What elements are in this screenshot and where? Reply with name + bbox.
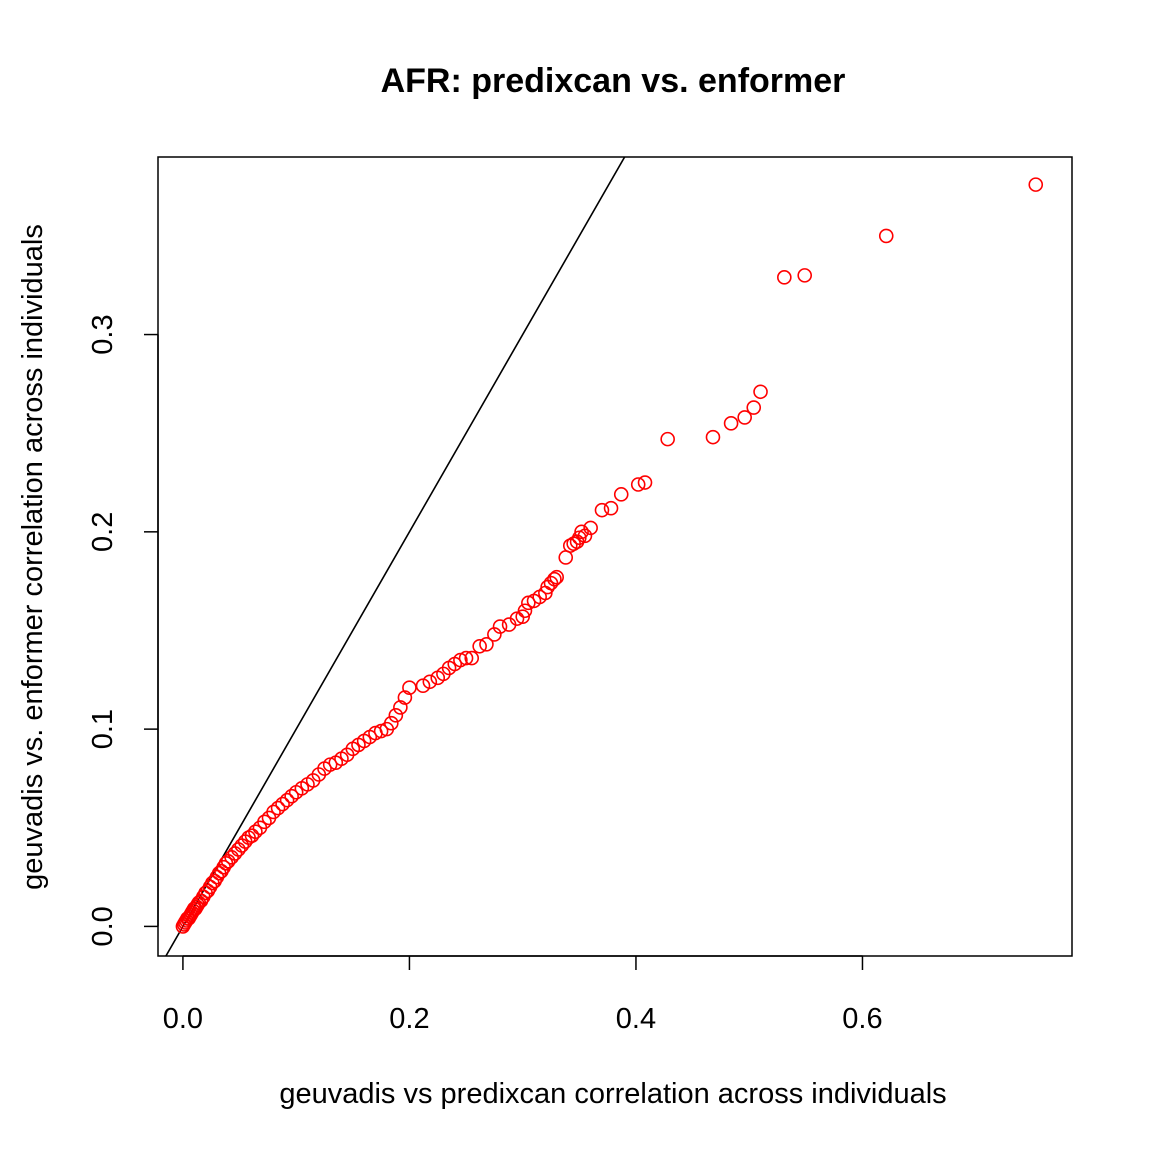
data-point	[705, 429, 721, 445]
data-point	[753, 384, 768, 400]
y-axis-label: geuvadis vs. enformer correlation across…	[17, 224, 49, 890]
data-point	[472, 638, 487, 654]
x-tick-label: 0.6	[842, 1003, 882, 1035]
data-point	[777, 270, 792, 285]
data-point	[1028, 177, 1044, 192]
data-point	[257, 814, 272, 830]
data-point	[397, 690, 413, 705]
data-point	[723, 416, 739, 431]
data-point	[583, 520, 598, 536]
data-point	[630, 477, 646, 492]
data-point	[479, 636, 494, 652]
data-point	[270, 800, 286, 816]
x-tick-label: 0.2	[389, 1003, 429, 1035]
data-point	[547, 571, 562, 587]
data-point	[458, 650, 474, 666]
data-point	[549, 569, 564, 585]
data-point	[574, 524, 589, 540]
data-point	[227, 846, 243, 861]
data-point	[660, 431, 675, 447]
y-axis: 0.0 0.1 0.2 0.3	[87, 314, 159, 947]
data-point	[402, 680, 417, 695]
identity-reference-line	[165, 157, 626, 956]
data-point	[746, 400, 762, 415]
data-point	[266, 804, 281, 820]
data-point	[594, 502, 610, 518]
y-tick-label: 0.2	[87, 512, 119, 552]
data-point	[878, 228, 894, 244]
data-point	[492, 619, 508, 634]
x-tick-label: 0.0	[163, 1003, 203, 1035]
data-point	[384, 715, 399, 731]
x-axis: 0.0 0.2 0.4 0.6	[163, 955, 883, 1035]
data-point	[244, 828, 260, 843]
data-point	[603, 500, 619, 516]
x-tick-label: 0.4	[616, 1003, 656, 1035]
data-point	[231, 842, 246, 857]
data-point	[248, 824, 263, 840]
plot-frame	[157, 156, 1073, 957]
y-tick-label: 0.3	[87, 314, 119, 354]
data-point	[637, 475, 653, 490]
data-point	[422, 674, 438, 690]
data-point	[275, 796, 290, 812]
data-point	[737, 410, 752, 425]
data-point	[464, 650, 480, 666]
data-point	[279, 792, 295, 808]
data-point	[613, 487, 629, 502]
y-tick-label: 0.0	[87, 906, 119, 946]
y-tick-label: 0.1	[87, 709, 119, 749]
data-point	[393, 700, 408, 715]
data-point	[797, 268, 813, 283]
x-axis-label: geuvadis vs predixcan correlation across…	[279, 1078, 946, 1110]
data-point	[517, 603, 533, 619]
data-point	[284, 788, 299, 804]
data-point	[388, 708, 404, 723]
chart-title: AFR: predixcan vs. enformer	[381, 62, 846, 100]
data-point	[234, 838, 250, 853]
